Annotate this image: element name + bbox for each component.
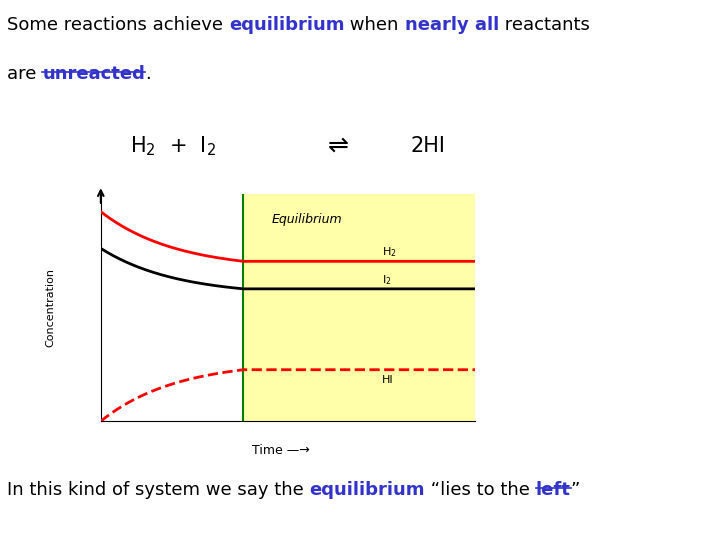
Text: Some reactions achieve: Some reactions achieve bbox=[7, 16, 229, 34]
Bar bbox=[243, 194, 475, 421]
Text: when: when bbox=[344, 16, 405, 34]
Text: I$_2$: I$_2$ bbox=[382, 273, 391, 287]
Text: ”: ” bbox=[571, 481, 580, 498]
Text: are: are bbox=[7, 65, 42, 83]
Text: left: left bbox=[536, 481, 571, 498]
Text: H$_2$  +  I$_2$: H$_2$ + I$_2$ bbox=[130, 134, 216, 158]
Text: .: . bbox=[145, 65, 151, 83]
Text: 2HI: 2HI bbox=[410, 136, 445, 156]
Text: “lies to the: “lies to the bbox=[426, 481, 536, 498]
Text: equilibrium: equilibrium bbox=[229, 16, 344, 34]
Text: Concentration: Concentration bbox=[45, 268, 55, 347]
Text: nearly all: nearly all bbox=[405, 16, 499, 34]
Text: ⇌: ⇌ bbox=[328, 134, 349, 158]
Text: Time —→: Time —→ bbox=[252, 444, 310, 457]
Text: reactants: reactants bbox=[499, 16, 590, 34]
Text: HI: HI bbox=[382, 375, 393, 385]
Text: equilibrium: equilibrium bbox=[310, 481, 426, 498]
Text: In this kind of system we say the: In this kind of system we say the bbox=[7, 481, 310, 498]
Text: Equilibrium: Equilibrium bbox=[271, 213, 342, 226]
Text: H$_2$: H$_2$ bbox=[382, 245, 396, 259]
Text: unreacted: unreacted bbox=[42, 65, 145, 83]
